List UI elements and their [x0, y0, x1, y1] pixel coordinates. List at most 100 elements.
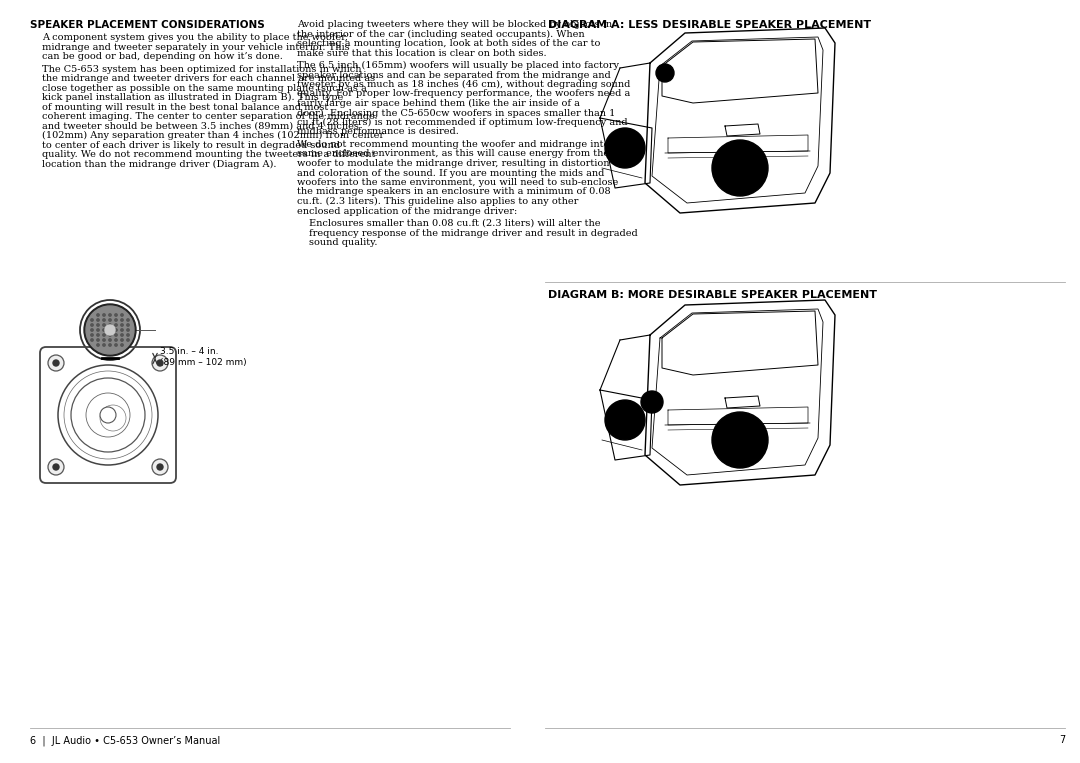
Text: and coloration of the sound. If you are mounting the mids and: and coloration of the sound. If you are …: [297, 169, 605, 178]
Circle shape: [642, 391, 663, 413]
Text: location than the midrange driver (Diagram A).: location than the midrange driver (Diagr…: [42, 159, 276, 169]
Circle shape: [97, 333, 99, 336]
Circle shape: [114, 324, 118, 327]
Text: of mounting will result in the best tonal balance and most: of mounting will result in the best tona…: [42, 102, 328, 111]
Circle shape: [121, 314, 123, 316]
Text: Enclosures smaller than 0.08 cu.ft (2.3 liters) will alter the: Enclosures smaller than 0.08 cu.ft (2.3 …: [309, 219, 600, 228]
Circle shape: [712, 140, 768, 196]
Circle shape: [605, 400, 645, 440]
Circle shape: [152, 459, 168, 475]
Text: A component system gives you the ability to place the woofer,: A component system gives you the ability…: [42, 33, 348, 42]
Circle shape: [103, 314, 105, 316]
Circle shape: [103, 319, 105, 321]
Text: DIAGRAM B: MORE DESIRABLE SPEAKER PLACEMENT: DIAGRAM B: MORE DESIRABLE SPEAKER PLACEM…: [548, 290, 877, 300]
Circle shape: [126, 333, 130, 336]
Circle shape: [109, 339, 111, 341]
Circle shape: [103, 333, 105, 336]
Text: and tweeter should be between 3.5 inches (89mm) and 4 inches: and tweeter should be between 3.5 inches…: [42, 121, 359, 130]
Text: midbass performance is desired.: midbass performance is desired.: [297, 127, 459, 137]
Text: door). Enclosing the C5-650cw woofers in spaces smaller than 1: door). Enclosing the C5-650cw woofers in…: [297, 108, 616, 118]
Circle shape: [91, 333, 93, 336]
Circle shape: [48, 355, 64, 371]
Circle shape: [100, 407, 116, 423]
Circle shape: [91, 339, 93, 341]
Text: tweeter by as much as 18 inches (46 cm), without degrading sound: tweeter by as much as 18 inches (46 cm),…: [297, 80, 631, 89]
Circle shape: [126, 329, 130, 331]
Circle shape: [103, 324, 105, 327]
Circle shape: [656, 64, 674, 82]
Text: coherent imaging. The center to center separation of the midrange: coherent imaging. The center to center s…: [42, 112, 375, 121]
Circle shape: [114, 333, 118, 336]
Circle shape: [97, 319, 99, 321]
Text: The 6.5 inch (165mm) woofers will usually be placed into factory: The 6.5 inch (165mm) woofers will usuall…: [297, 61, 619, 70]
Text: (102mm) Any separation greater than 4 inches (102mm) from center: (102mm) Any separation greater than 4 in…: [42, 131, 384, 140]
Circle shape: [97, 329, 99, 331]
Circle shape: [91, 319, 93, 321]
Circle shape: [126, 324, 130, 327]
Circle shape: [97, 324, 99, 327]
Text: 6  |  JL Audio • C5-653 Owner’s Manual: 6 | JL Audio • C5-653 Owner’s Manual: [30, 735, 220, 745]
Circle shape: [109, 329, 111, 331]
Text: quality. For proper low-frequency performance, the woofers need a: quality. For proper low-frequency perfor…: [297, 89, 631, 98]
Circle shape: [53, 464, 59, 470]
Text: Avoid placing tweeters where they will be blocked by objects in: Avoid placing tweeters where they will b…: [297, 20, 612, 29]
Text: cu.ft (28 liters) is not recommended if optimum low-frequency and: cu.ft (28 liters) is not recommended if …: [297, 118, 627, 127]
Text: The C5-653 system has been optimized for installations in which: The C5-653 system has been optimized for…: [42, 65, 362, 73]
Circle shape: [91, 329, 93, 331]
Circle shape: [109, 324, 111, 327]
Circle shape: [109, 314, 111, 316]
Circle shape: [121, 344, 123, 346]
Circle shape: [109, 333, 111, 336]
Text: the midrange speakers in an enclosure with a minimum of 0.08: the midrange speakers in an enclosure wi…: [297, 188, 610, 197]
Text: speaker locations and can be separated from the midrange and: speaker locations and can be separated f…: [297, 70, 611, 79]
Circle shape: [157, 464, 163, 470]
Circle shape: [86, 306, 134, 354]
Circle shape: [103, 344, 105, 346]
Circle shape: [109, 319, 111, 321]
Circle shape: [121, 324, 123, 327]
Text: DIAGRAM A: LESS DESIRABLE SPEAKER PLACEMENT: DIAGRAM A: LESS DESIRABLE SPEAKER PLACEM…: [548, 20, 872, 30]
Circle shape: [97, 339, 99, 341]
Text: sound quality.: sound quality.: [309, 238, 378, 247]
Text: midrange and tweeter separately in your vehicle interior. This: midrange and tweeter separately in your …: [42, 43, 350, 51]
Text: enclosed application of the midrange driver:: enclosed application of the midrange dri…: [297, 207, 517, 215]
Text: cu.ft. (2.3 liters). This guideline also applies to any other: cu.ft. (2.3 liters). This guideline also…: [297, 197, 579, 206]
Circle shape: [103, 339, 105, 341]
Circle shape: [712, 412, 768, 468]
Text: woofer to modulate the midrange driver, resulting in distortion: woofer to modulate the midrange driver, …: [297, 159, 609, 168]
Text: same enclosed environment, as this will cause energy from the: same enclosed environment, as this will …: [297, 150, 609, 159]
Text: selecting a mounting location, look at both sides of the car to: selecting a mounting location, look at b…: [297, 39, 600, 48]
Circle shape: [152, 355, 168, 371]
Circle shape: [84, 304, 136, 356]
Text: frequency response of the midrange driver and result in degraded: frequency response of the midrange drive…: [309, 228, 638, 237]
Circle shape: [53, 360, 59, 366]
Circle shape: [157, 360, 163, 366]
Text: woofers into the same environment, you will need to sub-enclose: woofers into the same environment, you w…: [297, 178, 618, 187]
Circle shape: [114, 319, 118, 321]
Circle shape: [105, 325, 114, 335]
Circle shape: [91, 324, 93, 327]
Circle shape: [114, 339, 118, 341]
Circle shape: [97, 344, 99, 346]
Circle shape: [605, 128, 645, 168]
Circle shape: [114, 344, 118, 346]
Circle shape: [48, 459, 64, 475]
Text: to center of each driver is likely to result in degraded sound: to center of each driver is likely to re…: [42, 140, 340, 150]
Text: SPEAKER PLACEMENT CONSIDERATIONS: SPEAKER PLACEMENT CONSIDERATIONS: [30, 20, 265, 30]
Circle shape: [103, 329, 105, 331]
Circle shape: [126, 319, 130, 321]
Circle shape: [121, 333, 123, 336]
Text: the midrange and tweeter drivers for each channel are mounted as: the midrange and tweeter drivers for eac…: [42, 74, 375, 83]
Circle shape: [121, 319, 123, 321]
Text: fairly large air space behind them (like the air inside of a: fairly large air space behind them (like…: [297, 99, 580, 108]
Text: make sure that this location is clear on both sides.: make sure that this location is clear on…: [297, 49, 546, 57]
Text: close together as possible on the same mounting plane (such as a: close together as possible on the same m…: [42, 83, 367, 92]
Circle shape: [114, 314, 118, 316]
Text: the interior of the car (including seated occupants). When: the interior of the car (including seate…: [297, 30, 584, 39]
Text: quality. We do not recommend mounting the tweeters in a different: quality. We do not recommend mounting th…: [42, 150, 376, 159]
Circle shape: [109, 344, 111, 346]
Circle shape: [114, 329, 118, 331]
Text: kick panel installation as illustrated in Diagram B). This type: kick panel installation as illustrated i…: [42, 93, 343, 102]
Text: 3.5 in. – 4 in.
(89 mm – 102 mm): 3.5 in. – 4 in. (89 mm – 102 mm): [160, 347, 246, 367]
Circle shape: [121, 339, 123, 341]
